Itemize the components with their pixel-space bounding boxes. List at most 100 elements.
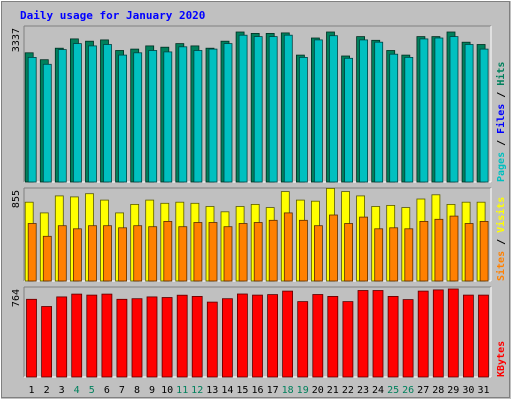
bar-kbytes-day-8 (131, 298, 143, 378)
bar-pages-day-25 (389, 53, 399, 183)
bar-pages-day-7 (118, 54, 127, 183)
bar-kbytes-day-10 (161, 297, 173, 378)
bar-pages-day-17 (268, 36, 278, 183)
bar-kbytes-day-29 (447, 288, 459, 378)
legend-entry: / (496, 86, 507, 104)
bar-kbytes-day-23 (357, 290, 369, 378)
panel-max-label: 764 (11, 289, 22, 307)
bar-kbytes-day-1 (26, 298, 37, 378)
bar-kbytes-day-15 (236, 293, 248, 378)
bar-kbytes-day-14 (221, 298, 233, 378)
bar-sites-day-20 (313, 225, 323, 282)
bar-pages-day-5 (88, 45, 97, 183)
bar-pages-day-2 (42, 63, 52, 183)
legend-entry: / (496, 233, 507, 251)
bar-sites-day-3 (57, 225, 67, 282)
bar-kbytes-day-20 (312, 294, 324, 378)
x-tick-label-day-23: 23 (357, 385, 369, 396)
panel-max-label: 3337 (11, 28, 22, 52)
x-tick-label-day-28: 28 (432, 385, 444, 396)
bar-sites-day-19 (298, 219, 308, 282)
bar-kbytes-day-22 (342, 301, 354, 378)
bar-kbytes-day-12 (191, 295, 203, 378)
bar-sites-day-21 (329, 214, 338, 282)
x-tick-label-day-9: 9 (149, 385, 155, 396)
legend-entry: Files (495, 104, 507, 134)
bar-kbytes-day-6 (101, 293, 113, 378)
series-kbytes (26, 288, 489, 378)
x-tick-label-day-6: 6 (104, 385, 110, 396)
bar-sites-day-15 (238, 223, 248, 282)
bar-pages-day-29 (449, 36, 459, 183)
x-tick-label-day-5: 5 (89, 385, 95, 396)
series-pages (27, 34, 489, 183)
bar-sites-day-9 (148, 226, 158, 282)
bar-pages-day-14 (223, 43, 233, 183)
bar-pages-day-26 (404, 57, 414, 183)
x-tick-label-day-19: 19 (297, 385, 309, 396)
x-tick-label-day-10: 10 (161, 385, 173, 396)
bar-sites-day-10 (163, 220, 173, 282)
bar-pages-day-27 (419, 38, 429, 183)
panel-legend: Sites / Visits (495, 197, 507, 281)
bar-pages-day-28 (434, 37, 444, 183)
bar-pages-day-8 (133, 52, 143, 183)
bar-kbytes-day-11 (176, 294, 188, 378)
bar-sites-day-13 (208, 222, 218, 282)
bar-pages-day-1 (27, 57, 37, 183)
legend-entry: Hits (495, 62, 507, 86)
bar-sites-day-27 (419, 220, 429, 282)
x-tick-label-day-12: 12 (191, 385, 203, 396)
bar-kbytes-day-7 (116, 298, 128, 378)
bar-sites-day-26 (404, 228, 414, 282)
bar-kbytes-day-31 (478, 294, 489, 378)
bar-kbytes-day-21 (327, 295, 339, 378)
legend-entry: Sites (495, 251, 507, 281)
bar-pages-day-16 (253, 36, 263, 183)
x-tick-label-day-14: 14 (221, 385, 233, 396)
bar-kbytes-day-4 (71, 293, 83, 378)
panel-max-label: 855 (11, 190, 22, 208)
x-tick-label-day-16: 16 (251, 385, 263, 396)
series-sites (27, 212, 489, 282)
bar-kbytes-day-17 (267, 294, 279, 378)
bar-sites-day-4 (73, 228, 82, 282)
bar-sites-day-25 (389, 227, 399, 282)
bar-sites-day-6 (103, 225, 112, 282)
bar-sites-day-7 (118, 227, 127, 282)
bar-pages-day-23 (359, 39, 369, 183)
bar-pages-day-24 (374, 41, 384, 183)
bar-pages-day-22 (344, 57, 354, 183)
bar-pages-day-21 (329, 35, 338, 183)
panel-middle: 855 Sites / Visits (11, 187, 507, 282)
x-tick-label-day-29: 29 (447, 385, 459, 396)
bar-kbytes-day-26 (402, 299, 414, 378)
x-tick-label-day-11: 11 (176, 385, 188, 396)
legend-entry: / (496, 134, 507, 152)
bar-kbytes-day-16 (252, 294, 263, 378)
bar-sites-day-12 (193, 222, 203, 282)
x-tick-label-day-26: 26 (402, 385, 414, 396)
bar-sites-day-5 (88, 225, 97, 282)
bar-pages-day-13 (208, 48, 218, 183)
bar-sites-day-22 (344, 223, 354, 282)
bar-kbytes-day-5 (86, 294, 98, 378)
x-tick-label-day-31: 31 (477, 385, 489, 396)
bar-pages-day-10 (163, 51, 173, 183)
x-tick-label-day-8: 8 (134, 385, 140, 396)
bar-sites-day-28 (434, 218, 444, 282)
bar-kbytes-day-24 (372, 290, 384, 378)
x-tick-label-day-4: 4 (74, 385, 80, 396)
bar-kbytes-day-2 (41, 306, 52, 378)
panel-legend: KBytes (496, 341, 507, 377)
bar-pages-day-3 (57, 49, 67, 183)
x-tick-label-day-2: 2 (44, 385, 50, 396)
bar-sites-day-1 (27, 223, 37, 282)
panel-top: 3337 Pages / Files / Hits (11, 25, 507, 183)
bar-kbytes-day-28 (432, 289, 444, 378)
panel-legend: Pages / Files / Hits (495, 62, 507, 182)
bar-sites-day-2 (42, 235, 52, 282)
bar-pages-day-9 (148, 50, 158, 183)
bar-kbytes-day-13 (206, 301, 218, 378)
